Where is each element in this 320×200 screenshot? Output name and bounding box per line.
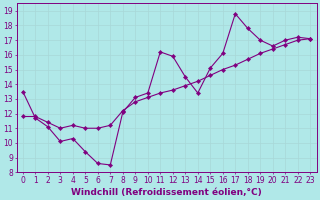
X-axis label: Windchill (Refroidissement éolien,°C): Windchill (Refroidissement éolien,°C) xyxy=(71,188,262,197)
